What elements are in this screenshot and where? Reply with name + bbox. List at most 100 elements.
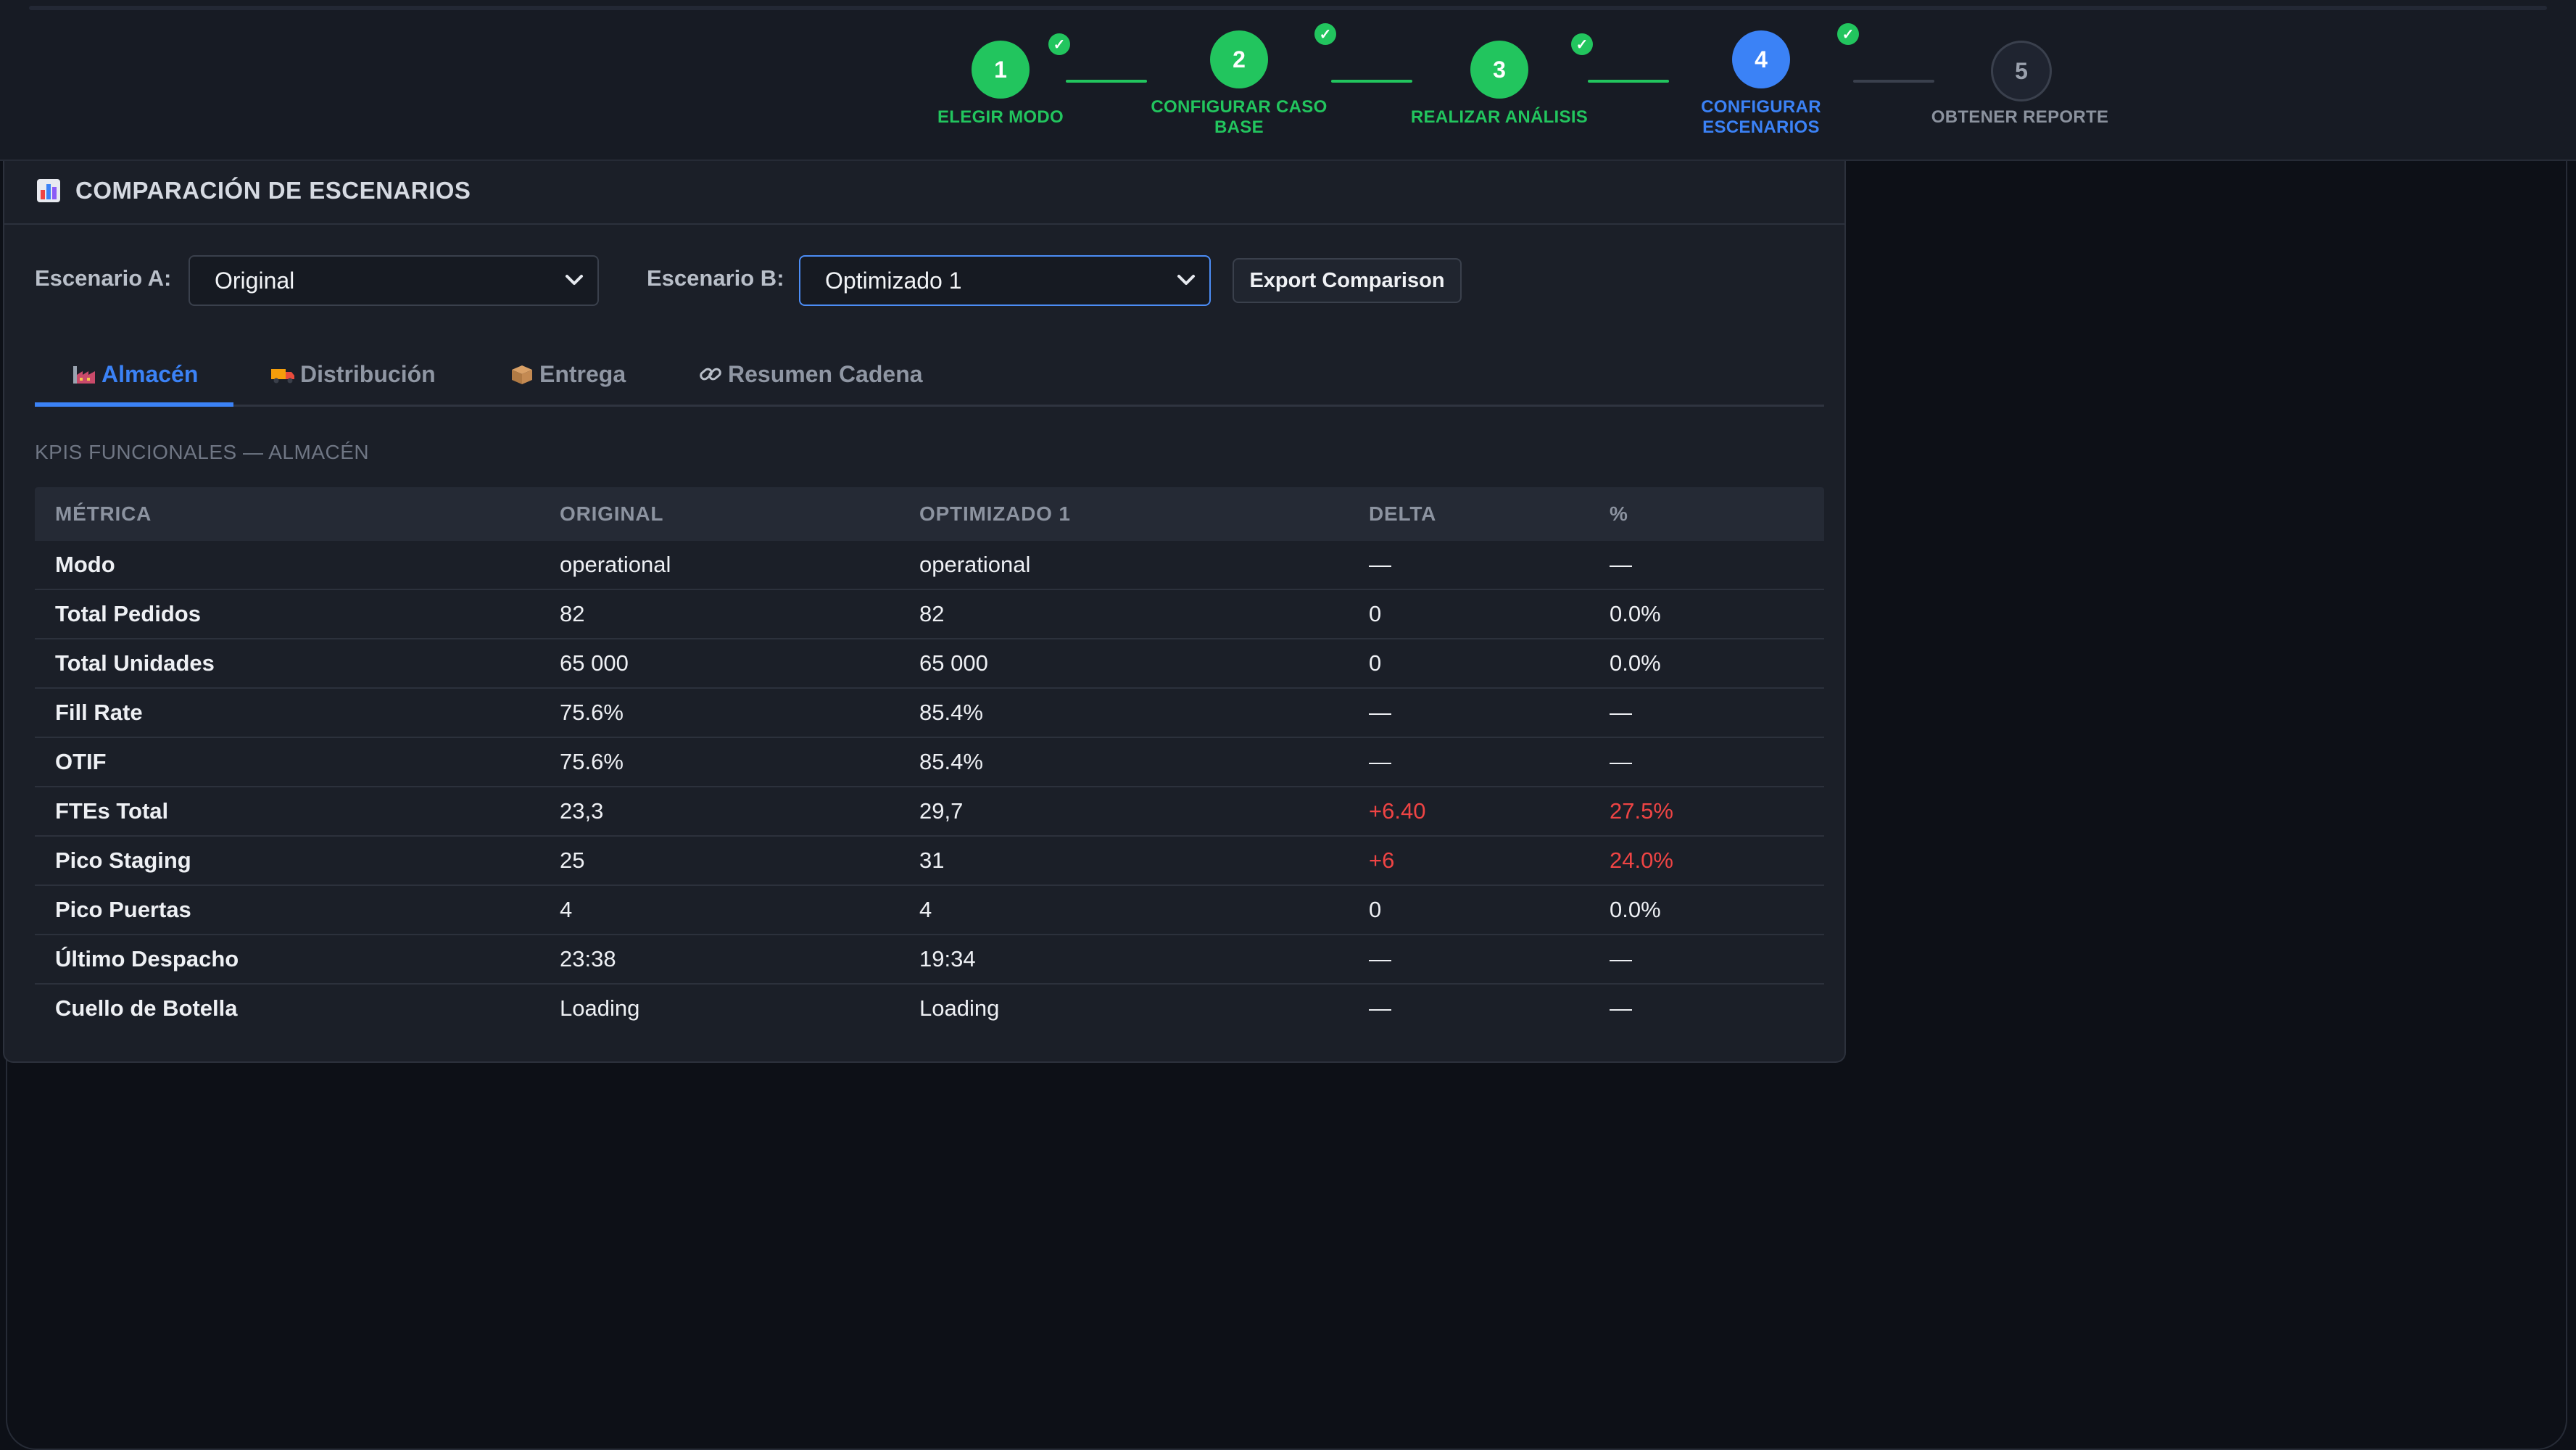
kpi-comparison-table: MÉTRICA ORIGINAL OPTIMIZADO 1 DELTA % Mo… bbox=[35, 487, 1824, 1032]
delta-cell: 0 bbox=[1369, 650, 1382, 676]
step-connector-1 bbox=[1066, 80, 1147, 83]
percent-cell: 0.0% bbox=[1610, 601, 1661, 626]
tab-entrega-label: Entrega bbox=[539, 361, 626, 387]
original-cell: 4 bbox=[560, 897, 573, 922]
link-icon bbox=[700, 368, 721, 381]
column-header-metric: MÉTRICA bbox=[55, 502, 152, 525]
step-connector-2 bbox=[1331, 80, 1412, 83]
factory-icon bbox=[73, 366, 95, 384]
percent-cell: — bbox=[1610, 552, 1632, 577]
panel-title: COMPARACIÓN DE ESCENARIOS bbox=[75, 177, 471, 204]
optimized-cell: 4 bbox=[919, 897, 932, 922]
step-2-label: CONFIGURAR CASO BASE bbox=[1151, 97, 1328, 137]
delta-cell: — bbox=[1369, 946, 1391, 972]
stepper-header: 1 ✓ ELEGIR MODO 2 ✓ CONFIGURAR CASO BASE… bbox=[0, 0, 2576, 161]
table-row: Pico Puertas 4 4 0 0.0% bbox=[35, 886, 1824, 935]
optimized-cell: 82 bbox=[919, 601, 945, 626]
optimized-cell: operational bbox=[919, 552, 1031, 577]
tab-resumen-cadena[interactable]: Resumen Cadena bbox=[697, 358, 923, 405]
step-2-check-icon: ✓ bbox=[1314, 23, 1336, 45]
export-comparison-button[interactable]: Export Comparison bbox=[1233, 258, 1462, 303]
metric-cell: Total Unidades bbox=[55, 650, 215, 676]
scenario-b-select[interactable]: Optimizado 1 bbox=[799, 255, 1211, 306]
scenario-a-value: Original bbox=[215, 268, 295, 294]
metric-cell: Total Pedidos bbox=[55, 601, 201, 626]
step-connector-4 bbox=[1853, 80, 1934, 83]
truck-icon bbox=[271, 369, 294, 384]
original-cell: operational bbox=[560, 552, 671, 577]
scenario-b-value: Optimizado 1 bbox=[825, 268, 962, 294]
chevron-down-icon bbox=[1177, 275, 1195, 285]
original-cell: 65 000 bbox=[560, 650, 629, 676]
tab-almacen[interactable]: Almacén bbox=[71, 358, 198, 405]
metric-cell: Pico Staging bbox=[55, 848, 191, 873]
active-tab-indicator bbox=[35, 402, 233, 407]
table-row: FTEs Total 23,3 29,7 +6.40 27.5% bbox=[35, 787, 1824, 837]
step-1-label: ELEGIR MODO bbox=[937, 107, 1064, 127]
tab-distribucion-label: Distribución bbox=[300, 361, 436, 387]
column-header-delta: DELTA bbox=[1369, 502, 1437, 525]
column-header-percent: % bbox=[1610, 502, 1628, 525]
tab-distribucion[interactable]: Distribución bbox=[270, 358, 436, 405]
original-cell: 23,3 bbox=[560, 798, 604, 824]
metric-cell: Cuello de Botella bbox=[55, 995, 238, 1021]
percent-cell: 27.5% bbox=[1610, 798, 1673, 824]
scenario-a-select[interactable]: Original bbox=[189, 255, 599, 306]
original-cell: 82 bbox=[560, 601, 585, 626]
package-icon bbox=[512, 365, 532, 384]
metric-cell: Último Despacho bbox=[55, 946, 239, 972]
table-row: Total Unidades 65 000 65 000 0 0.0% bbox=[35, 639, 1824, 689]
original-cell: 23:38 bbox=[560, 946, 616, 972]
original-cell: 75.6% bbox=[560, 700, 624, 725]
step-1-circle[interactable]: 1 bbox=[972, 41, 1030, 99]
step-4-circle[interactable]: 4 bbox=[1732, 30, 1790, 88]
percent-cell: — bbox=[1610, 995, 1632, 1021]
metric-cell: FTEs Total bbox=[55, 798, 169, 824]
column-header-original: ORIGINAL bbox=[560, 502, 664, 525]
step-connector-3 bbox=[1588, 80, 1669, 83]
table-row: Fill Rate 75.6% 85.4% — — bbox=[35, 689, 1824, 738]
tab-almacen-label: Almacén bbox=[102, 361, 199, 387]
chevron-down-icon bbox=[566, 275, 583, 285]
original-cell: 25 bbox=[560, 848, 585, 873]
step-3-circle[interactable]: 3 bbox=[1470, 41, 1528, 99]
table-row: Pico Staging 25 31 +6 24.0% bbox=[35, 837, 1824, 886]
percent-cell: — bbox=[1610, 946, 1632, 972]
table-row: Total Pedidos 82 82 0 0.0% bbox=[35, 590, 1824, 639]
metric-cell: Pico Puertas bbox=[55, 897, 191, 922]
percent-cell: — bbox=[1610, 749, 1632, 774]
optimized-cell: 85.4% bbox=[919, 749, 983, 774]
optimized-cell: 19:34 bbox=[919, 946, 976, 972]
step-2-circle[interactable]: 2 bbox=[1210, 30, 1268, 88]
delta-cell: +6 bbox=[1369, 848, 1395, 873]
tab-entrega[interactable]: Entrega bbox=[509, 358, 626, 405]
table-row: OTIF 75.6% 85.4% — — bbox=[35, 738, 1824, 787]
table-header: MÉTRICA ORIGINAL OPTIMIZADO 1 DELTA % bbox=[35, 487, 1824, 541]
metric-cell: OTIF bbox=[55, 749, 107, 774]
step-4-label: CONFIGURAR ESCENARIOS bbox=[1701, 97, 1821, 137]
step-5-label: OBTENER REPORTE bbox=[1931, 107, 2109, 127]
table-row: Último Despacho 23:38 19:34 — — bbox=[35, 935, 1824, 985]
delta-cell: — bbox=[1369, 700, 1391, 725]
delta-cell: — bbox=[1369, 749, 1391, 774]
step-4-check-icon: ✓ bbox=[1837, 23, 1859, 45]
panel-header: COMPARACIÓN DE ESCENARIOS bbox=[4, 161, 1844, 225]
delta-cell: — bbox=[1369, 552, 1391, 577]
optimized-cell: Loading bbox=[919, 995, 1000, 1021]
original-cell: Loading bbox=[560, 995, 640, 1021]
optimized-cell: 29,7 bbox=[919, 798, 964, 824]
percent-cell: 0.0% bbox=[1610, 650, 1661, 676]
step-5-circle[interactable]: 5 bbox=[1991, 41, 2052, 102]
table-row: Cuello de Botella Loading Loading — — bbox=[35, 985, 1824, 1032]
tab-resumen-cadena-label: Resumen Cadena bbox=[728, 361, 923, 387]
step-3-label: REALIZAR ANÁLISIS bbox=[1410, 107, 1589, 127]
tabs-divider bbox=[35, 405, 1824, 407]
scenario-b-label: Escenario B: bbox=[647, 265, 784, 291]
step-1-check-icon: ✓ bbox=[1048, 33, 1070, 55]
delta-cell: +6.40 bbox=[1369, 798, 1426, 824]
delta-cell: — bbox=[1369, 995, 1391, 1021]
optimized-cell: 31 bbox=[919, 848, 945, 873]
delta-cell: 0 bbox=[1369, 601, 1382, 626]
original-cell: 75.6% bbox=[560, 749, 624, 774]
scenario-a-label: Escenario A: bbox=[35, 265, 172, 291]
